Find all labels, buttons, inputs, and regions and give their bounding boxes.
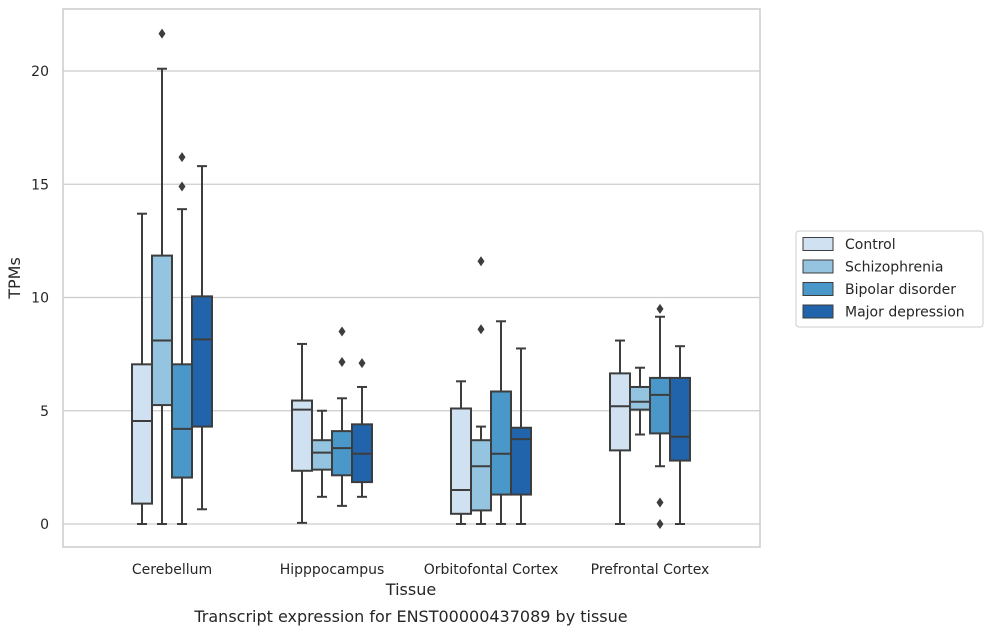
outlier-point: [477, 324, 485, 335]
outlier-point: [656, 303, 664, 314]
outlier-point: [477, 256, 485, 267]
box-body: [649, 376, 671, 435]
box-0-1: [151, 28, 173, 525]
y-tick-label: 10: [31, 291, 49, 307]
y-tick-label: 20: [31, 64, 49, 80]
x-tick-label: Cerebellum: [132, 562, 212, 578]
outlier-point: [338, 357, 346, 368]
legend-swatch: [802, 259, 834, 274]
legend-label: Bipolar disorder: [845, 282, 956, 298]
x-tick-label: Prefrontal Cortex: [591, 562, 710, 578]
box-3-2: [649, 303, 671, 529]
box-body: [151, 254, 173, 407]
box-0-3: [191, 165, 213, 511]
box-2-2: [490, 320, 512, 525]
box-body: [510, 426, 532, 496]
x-tick-label: Orbitofontal Cortex: [424, 562, 559, 578]
outlier-point: [656, 519, 664, 529]
y-tick-label: 15: [31, 177, 49, 193]
box-1-1: [311, 409, 333, 498]
box-1-0: [291, 342, 313, 524]
box-2-3: [510, 347, 532, 525]
box-2-0: [450, 380, 472, 525]
y-axis-label: TPMs: [5, 257, 24, 300]
outlier-point: [656, 497, 664, 508]
y-tick-label: 0: [40, 517, 49, 533]
box-body: [171, 363, 193, 479]
box-body: [291, 399, 313, 472]
box-3-1: [629, 366, 651, 436]
legend-label: Control: [845, 237, 896, 253]
tick-layer: 0 5 10 15 20 Cerebellum Hipppocampus Orbitofont…: [31, 64, 709, 578]
box-body: [609, 372, 631, 452]
legend: Control Schizophrenia Bipolar disorder Majo…: [795, 230, 984, 328]
box-1-2: [331, 326, 353, 507]
outlier-point: [178, 152, 186, 163]
outlier-point: [158, 28, 166, 39]
box-body: [629, 385, 651, 411]
box-body: [131, 363, 153, 505]
legend-swatch: [802, 304, 834, 319]
box-body: [470, 439, 492, 512]
box-layer: [131, 28, 691, 529]
legend-items: Control Schizophrenia Bipolar disorder Majo…: [802, 237, 965, 321]
x-tick-label: Hipppocampus: [280, 562, 385, 578]
box-3-3: [669, 345, 691, 525]
legend-swatch: [802, 282, 834, 296]
box-0-0: [131, 212, 153, 525]
legend-label: Schizophrenia: [845, 260, 943, 276]
chart-caption: Transcript expression for ENST0000043708…: [193, 607, 627, 626]
outlier-point: [358, 358, 366, 369]
y-tick-label: 5: [40, 404, 49, 420]
box-0-2: [171, 152, 193, 525]
legend-frame: [795, 230, 984, 328]
legend-swatch: [802, 237, 834, 251]
box-body: [490, 390, 512, 496]
box-1-3: [351, 358, 373, 498]
box-body: [311, 439, 333, 471]
outlier-point: [338, 326, 346, 337]
x-axis-label: Tissue: [385, 580, 436, 599]
box-body: [331, 430, 353, 477]
box-body: [669, 376, 691, 462]
box-body: [450, 407, 472, 515]
plot-frame: [62, 8, 761, 548]
legend-label: Major depression: [845, 305, 965, 321]
box-2-1: [470, 256, 492, 525]
box-body: [191, 295, 213, 428]
outlier-point: [178, 181, 186, 192]
box-3-0: [609, 339, 631, 525]
